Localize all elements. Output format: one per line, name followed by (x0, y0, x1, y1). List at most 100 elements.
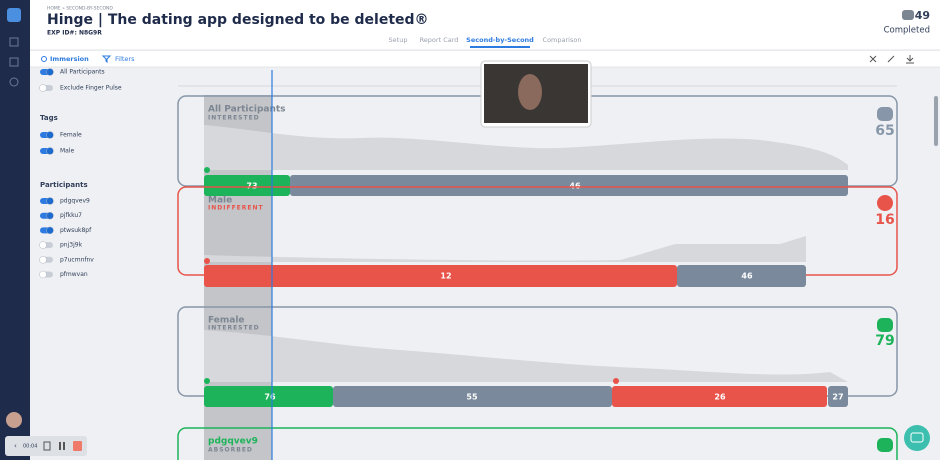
card-name: All Participants (208, 105, 286, 115)
section-title: Tags (40, 114, 58, 122)
card (177, 427, 898, 460)
segment[interactable] (290, 175, 848, 196)
experiment-id: EXP ID#: N8G9R (47, 30, 102, 37)
filters-button[interactable]: Filters (115, 55, 135, 63)
segment[interactable] (333, 386, 612, 407)
completed-icon (902, 10, 914, 20)
playback-time: 00:04 (23, 444, 37, 450)
segment-score: 46 (741, 272, 753, 281)
toggle-label: pjfkku7 (60, 212, 82, 219)
immersion-icon (41, 56, 47, 62)
tab[interactable]: Setup (389, 36, 408, 44)
segment-score: 26 (714, 393, 726, 402)
engagement-area (204, 236, 806, 262)
tab-underline (470, 46, 530, 48)
marker (204, 167, 210, 173)
segment[interactable] (204, 265, 677, 287)
edit-icon[interactable] (887, 55, 895, 63)
cut-icon[interactable] (869, 55, 877, 63)
segment[interactable] (612, 386, 827, 407)
marker (204, 258, 210, 264)
segment[interactable] (828, 386, 848, 407)
card-score: 79 (875, 333, 894, 349)
toggle-knob (46, 68, 54, 76)
mode-select[interactable]: Immersion (50, 55, 89, 63)
delete-button[interactable] (43, 441, 51, 451)
toggle-label: p7ucmnfnv (60, 256, 94, 263)
segment-score: 73 (246, 182, 257, 191)
toggle-label: Male (60, 148, 75, 155)
logo[interactable] (7, 8, 21, 22)
toggle-knob (46, 211, 54, 220)
page-title: Hinge | The dating app designed to be de… (47, 12, 429, 28)
nav-icon[interactable] (9, 57, 19, 67)
toggle-knob (39, 256, 47, 264)
download-icon[interactable] (906, 55, 914, 64)
segment[interactable] (204, 175, 290, 196)
tab-active[interactable]: Second-by-Second (466, 36, 534, 44)
segment-score: 76 (264, 393, 276, 402)
sidebar (0, 0, 30, 460)
pause-button[interactable] (59, 442, 61, 450)
video-content (518, 74, 542, 110)
card-state: INTERESTED (208, 325, 260, 332)
toggle-label: Female (60, 132, 82, 139)
card-name: Female (208, 316, 245, 326)
card-state: INTERESTED (208, 115, 260, 122)
toggle-label: All Participants (60, 69, 105, 76)
pause-button[interactable] (63, 442, 65, 450)
toggle-label: pdgqvev9 (60, 198, 90, 205)
segment[interactable] (677, 265, 806, 287)
marker (613, 378, 619, 384)
breadcrumb[interactable]: HOME » SECOND-BY-SECOND (47, 6, 113, 12)
playback-bar (5, 436, 87, 456)
card-name: Male (208, 196, 232, 206)
filter-panel: Tags Participants All Participants Exclud… (39, 68, 122, 279)
marker (204, 378, 210, 384)
scrollbar[interactable] (934, 96, 938, 146)
chat-button[interactable] (904, 425, 930, 451)
score-icon (877, 195, 893, 211)
engagement-area (204, 330, 848, 382)
tab[interactable]: Report Card (420, 36, 459, 44)
toggle-label: pfmwvan (60, 271, 88, 278)
card-score: 65 (875, 123, 894, 139)
toggle-knob (46, 131, 54, 139)
settings-icon[interactable] (9, 77, 19, 87)
card-state: INDIFFERENT (208, 205, 264, 212)
filter-icon (101, 55, 112, 64)
tab[interactable]: Comparison (543, 36, 582, 44)
toggle-knob (39, 241, 47, 249)
segment-score: 27 (832, 393, 843, 402)
toggle-label: pnj3j9k (60, 242, 83, 249)
header (30, 0, 940, 50)
toggle-knob (46, 147, 54, 155)
card-name: pdgqvev9 (208, 437, 258, 447)
card-state: ABSORBED (208, 447, 253, 454)
toggle-knob (39, 84, 47, 92)
toolbar (30, 51, 940, 67)
chat-icon (910, 432, 924, 443)
stop-button[interactable] (73, 441, 82, 451)
avatar[interactable] (6, 412, 22, 428)
score-icon (877, 107, 893, 121)
completed-label: Completed (884, 26, 930, 36)
score-icon (877, 438, 893, 452)
nav-icon[interactable] (9, 37, 19, 47)
engagement-area (204, 125, 848, 170)
toggle-label: ptwsuk8pf (60, 227, 92, 234)
score-icon (877, 318, 893, 332)
segment-score: 55 (466, 393, 478, 402)
segment[interactable] (204, 386, 333, 407)
card-score: 16 (875, 212, 894, 228)
segment-score: 12 (440, 272, 451, 281)
toggle-knob (46, 197, 54, 205)
completed-count: 49 (915, 9, 930, 22)
back-button[interactable]: ‹ (14, 442, 17, 450)
segment-score: 46 (569, 182, 581, 191)
toggle-knob (46, 226, 54, 235)
toggle-knob (39, 270, 47, 279)
section-title: Participants (40, 181, 88, 189)
